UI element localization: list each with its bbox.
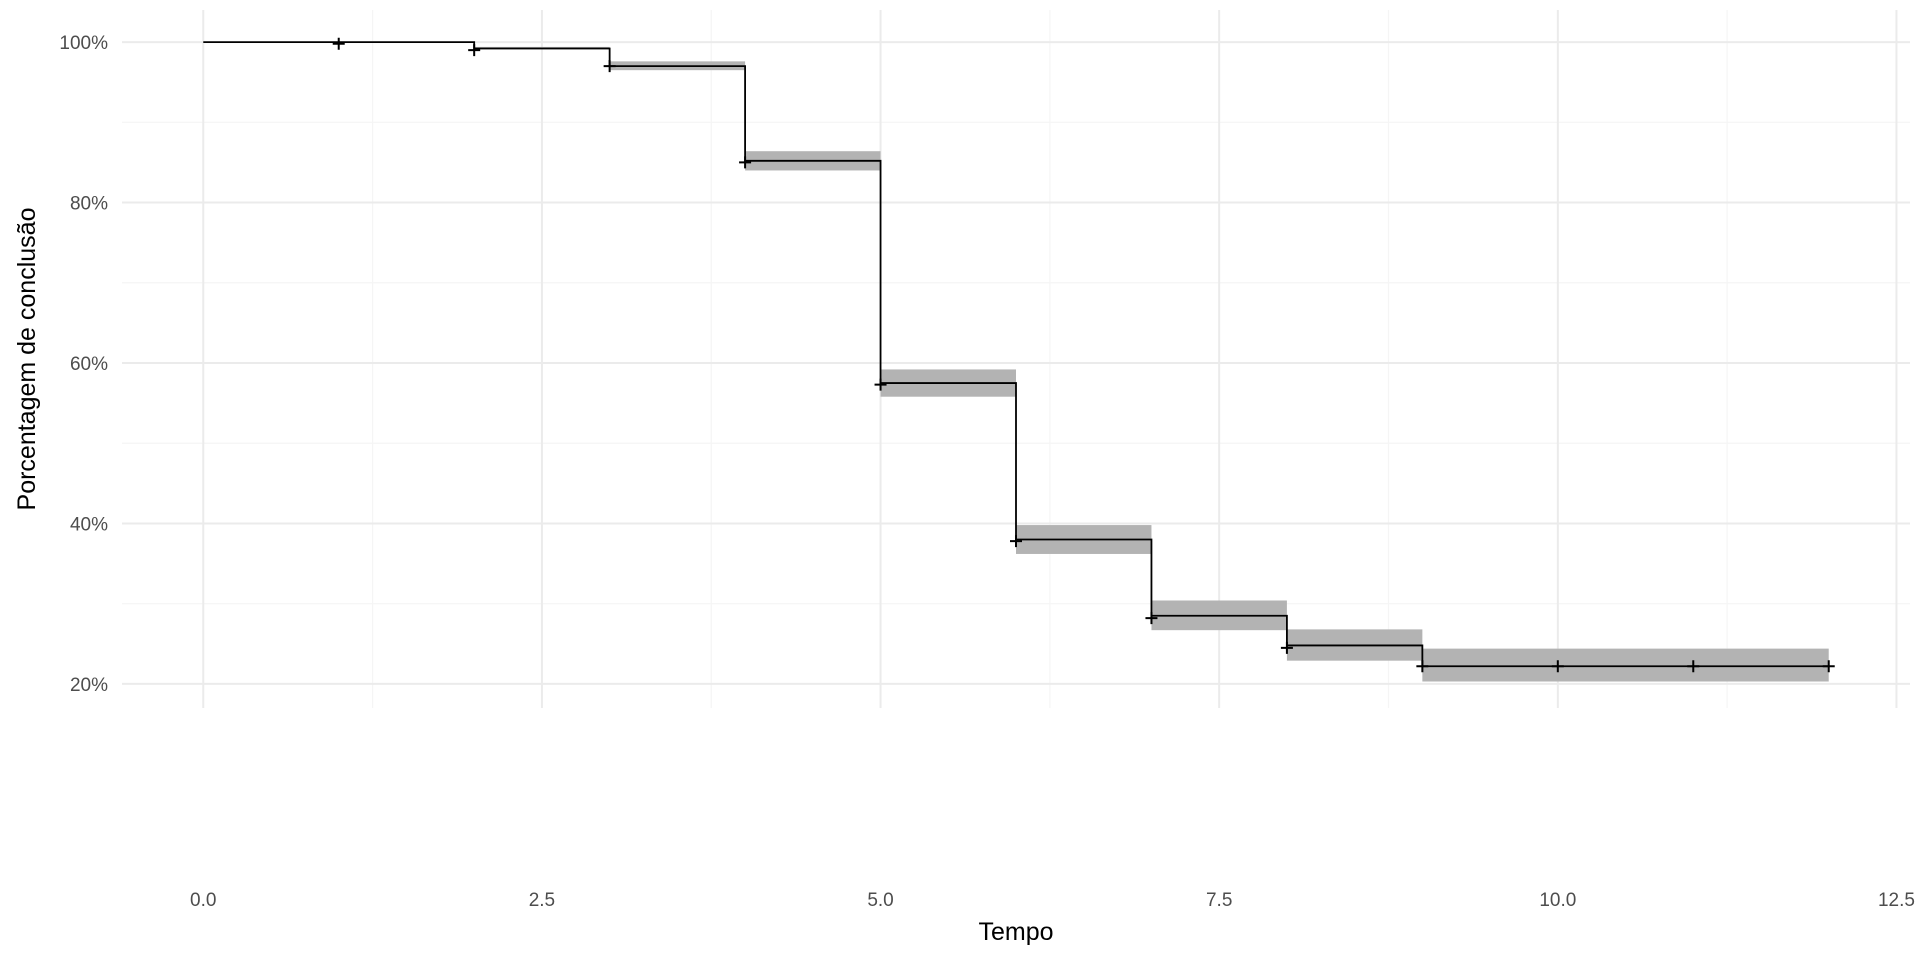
censor-mark	[1010, 535, 1022, 548]
censor-mark	[1416, 660, 1429, 673]
censor-mark	[874, 378, 887, 391]
x-axis-tick-labels: 0.0 2.5 5.0 7.5 10.0 12.5	[190, 890, 1915, 911]
y-tick-label: 40%	[70, 514, 108, 535]
censor-mark	[739, 156, 752, 169]
minor-gridlines	[122, 10, 1910, 708]
censor-mark	[1145, 612, 1158, 625]
y-tick-label: 20%	[70, 675, 108, 696]
censor-mark	[1280, 641, 1293, 654]
y-tick-label: 100%	[59, 33, 108, 54]
survival-step-line	[203, 41, 1829, 668]
confidence-ribbon	[1422, 648, 1829, 682]
survival-step-path	[203, 41, 1829, 668]
x-tick-label: 0.0	[190, 890, 216, 911]
x-tick-label: 7.5	[1206, 890, 1232, 911]
censor-mark	[468, 44, 481, 57]
y-tick-label: 80%	[70, 194, 108, 215]
censor-mark	[1822, 660, 1835, 673]
x-tick-label: 2.5	[529, 890, 555, 911]
y-axis-title: Porcentagem de conclusão	[13, 208, 41, 511]
x-axis-title: Tempo	[978, 918, 1053, 946]
x-tick-label: 12.5	[1878, 890, 1915, 911]
x-tick-label: 10.0	[1539, 890, 1576, 911]
censor-mark	[1551, 660, 1564, 673]
censor-mark	[332, 37, 345, 50]
censor-mark	[1687, 660, 1700, 673]
y-axis-tick-labels: 20% 40% 60% 80% 100%	[59, 33, 108, 696]
y-tick-label: 60%	[70, 354, 108, 375]
censor-mark	[603, 60, 616, 73]
x-tick-label: 5.0	[867, 890, 893, 911]
censor-marks	[332, 37, 1835, 673]
